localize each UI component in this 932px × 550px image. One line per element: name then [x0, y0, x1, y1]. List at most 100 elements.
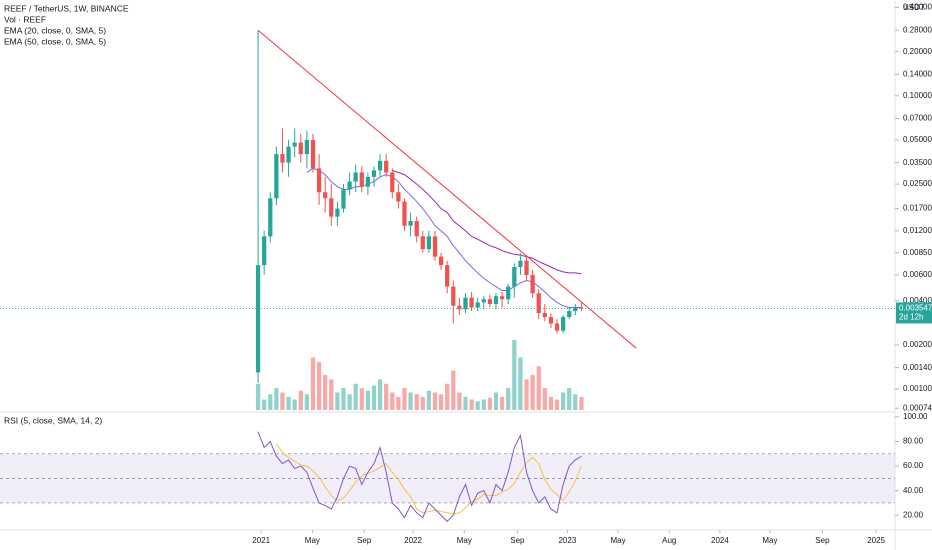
y-tick-label: 100.00: [903, 412, 928, 421]
volume-bar: [323, 375, 328, 410]
volume-bar: [432, 392, 438, 410]
volume-bar: [414, 394, 419, 410]
volume-label: Vol · REEF: [4, 14, 46, 24]
candle-body: [335, 208, 340, 217]
volume-bar: [524, 379, 529, 410]
candle-body: [402, 201, 407, 226]
price-pane: [0, 29, 895, 410]
candle-body: [493, 296, 499, 305]
volume-bar: [536, 366, 541, 410]
volume-bar: [262, 399, 267, 410]
candle-body: [384, 160, 389, 173]
volume-bar: [316, 361, 322, 410]
volume-bar: [292, 399, 297, 410]
volume-bar: [463, 396, 468, 410]
ema-label: EMA (20, close, 0, SMA, 5): [4, 25, 106, 35]
volume-bar: [512, 340, 517, 410]
candle-body: [438, 256, 444, 266]
trendline: [257, 29, 637, 349]
candle-body: [341, 189, 346, 209]
candle-body: [304, 139, 310, 155]
candle-body: [377, 160, 383, 171]
countdown-label: 2d 12h: [899, 313, 923, 322]
x-tick-label: Sep: [510, 536, 525, 545]
volume-bar: [469, 399, 474, 410]
volume-bar: [353, 383, 358, 410]
volume-bar: [506, 388, 511, 410]
volume-bar: [274, 388, 279, 410]
x-tick-label: Sep: [357, 536, 372, 545]
candle-body: [487, 299, 493, 305]
volume-bar: [548, 396, 554, 410]
candle-body: [512, 266, 517, 287]
x-tick-label: May: [762, 536, 777, 545]
volume-bar: [487, 397, 493, 410]
volume-bar: [365, 390, 371, 410]
y-tick-label: 80.00: [903, 437, 924, 446]
candle-body: [353, 172, 358, 182]
volume-bar: [451, 370, 456, 410]
candle-body: [548, 317, 554, 324]
candle-body: [542, 313, 547, 318]
last-price-label: 0.003547: [899, 304, 932, 313]
candle-body: [390, 172, 395, 193]
volume-bar: [567, 388, 572, 410]
candle-body: [371, 170, 377, 177]
last-price-badge: [896, 302, 932, 324]
x-tick-label: Aug: [662, 536, 676, 545]
volume-bar: [579, 396, 584, 410]
candle-body: [414, 221, 419, 237]
candle-body: [329, 198, 334, 217]
volume-bar: [255, 383, 261, 410]
candle-body: [262, 236, 267, 266]
x-tick-label: 2024: [711, 536, 729, 545]
rsi-ma: [275, 443, 582, 515]
candle-body: [554, 323, 560, 331]
candle-body: [286, 146, 291, 163]
volume-bar: [573, 394, 578, 410]
volume-bar: [347, 394, 352, 410]
candle-body: [323, 192, 328, 199]
volume-bar: [420, 396, 425, 410]
volume-bar: [493, 392, 499, 410]
candle-body: [280, 154, 285, 163]
rsi-pane: [0, 431, 895, 523]
volume-bar: [530, 375, 535, 410]
candle-body: [365, 176, 371, 187]
x-tick-label: Sep: [815, 536, 830, 545]
volume-bar: [481, 399, 486, 410]
y-tick-label: 40.00: [903, 486, 924, 495]
volume-bar: [390, 392, 395, 410]
volume-bar: [359, 388, 364, 410]
volume-bar: [268, 394, 273, 410]
candle-body: [432, 236, 438, 257]
candle-body: [499, 296, 505, 300]
volume-bar: [304, 394, 310, 410]
volume-bar: [560, 392, 566, 410]
rsi-line: [257, 431, 582, 523]
candle-body: [463, 297, 468, 310]
candle-body: [573, 307, 578, 312]
volume-bar: [341, 388, 346, 410]
candle-body: [359, 172, 364, 187]
candle-body: [536, 293, 541, 314]
chart-title: REEF / TetherUS, 1W, BINANCE: [4, 3, 129, 13]
volume-bar: [542, 388, 547, 410]
candle-body: [396, 192, 401, 202]
candle-body: [579, 307, 584, 309]
axis-unit: USDT: [903, 3, 925, 12]
candle-body: [292, 142, 297, 147]
candle-body: [408, 221, 413, 226]
candle-body: [445, 265, 450, 287]
candle-body: [469, 297, 474, 308]
candle-body: [506, 286, 511, 300]
candle-body: [268, 198, 273, 237]
